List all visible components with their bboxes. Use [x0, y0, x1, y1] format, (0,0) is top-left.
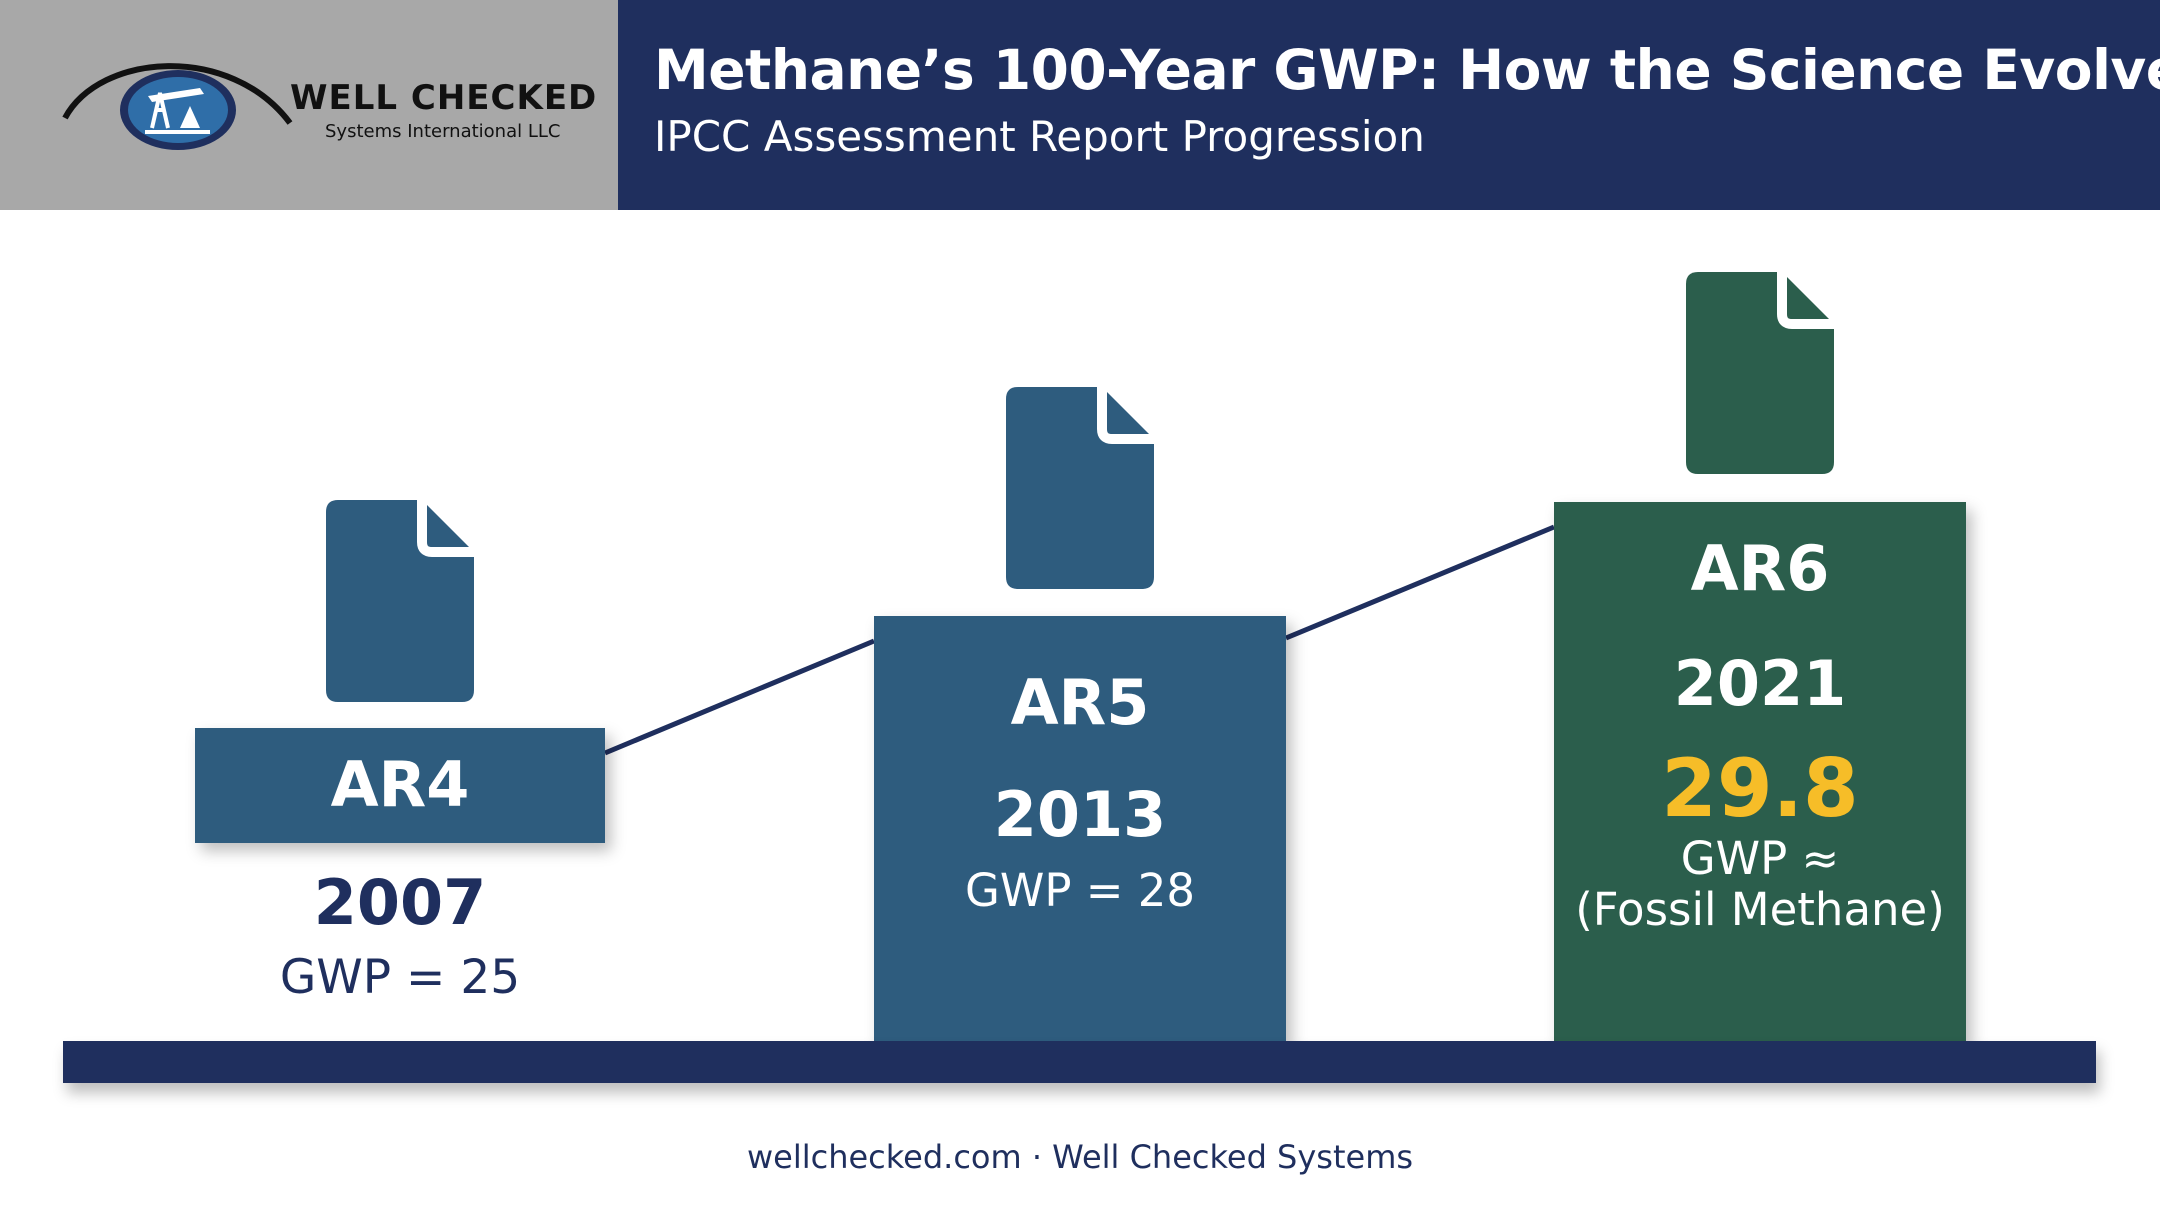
page-subtitle: IPCC Assessment Report Progression: [654, 112, 1425, 161]
gwp-label-ar4: GWP = 25: [279, 950, 521, 1005]
bar-label-ar5: AR5: [1010, 666, 1150, 739]
logo-panel: WELL CHECKED Systems International LLC: [0, 0, 618, 210]
bar-ar5: AR5 2013 GWP = 28: [874, 616, 1286, 1043]
value-label-ar6: 29.8: [1661, 742, 1859, 835]
title-panel: Methane’s 100-Year GWP: How the Science …: [618, 0, 2160, 210]
bar-ar6: AR6 2021 29.8 GWP ≈ (Fossil Methane): [1554, 502, 1966, 1043]
note-label-ar6: (Fossil Methane): [1575, 883, 1945, 936]
trend-line-ar5-ar6: [1285, 524, 1555, 641]
document-icon: [1686, 272, 1834, 474]
bar-label-ar6: AR6: [1690, 532, 1830, 605]
year-label-ar5: 2013: [993, 778, 1167, 851]
chart-baseline: [63, 1041, 2096, 1083]
year-label-ar4: 2007: [313, 866, 487, 939]
document-icon: [1006, 387, 1154, 589]
footer-text: wellchecked.com · Well Checked Systems: [746, 1138, 1414, 1176]
year-label-ar6: 2021: [1673, 647, 1847, 720]
gwp-label-ar5: GWP = 28: [964, 864, 1196, 917]
bar-label-ar4: AR4: [330, 748, 470, 821]
page-title: Methane’s 100-Year GWP: How the Science …: [654, 38, 2160, 102]
bar-ar4: AR4: [195, 728, 605, 843]
pumpjack-logo-icon: [62, 63, 293, 150]
document-icon: [326, 500, 474, 702]
gwp-label-ar6: GWP ≈: [1680, 832, 1840, 885]
logo-name: WELL CHECKED: [290, 78, 598, 118]
logo-subname: Systems International LLC: [325, 121, 561, 142]
trend-line-ar4-ar5: [604, 638, 875, 756]
